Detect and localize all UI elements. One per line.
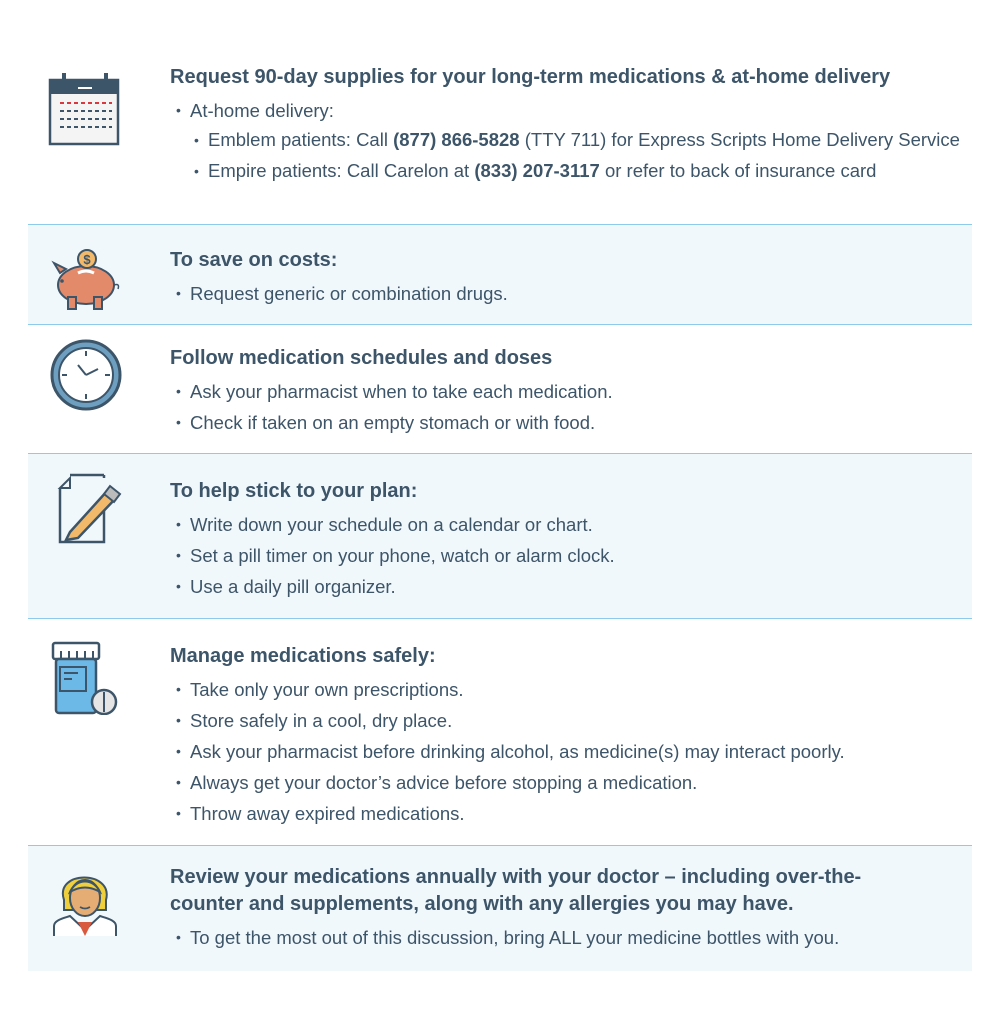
list-item-text: At-home delivery: (190, 100, 334, 121)
section-schedules: Follow medication schedules and doses As… (28, 324, 972, 453)
section-content: Follow medication schedules and doses As… (170, 345, 962, 438)
list-item: Check if taken on an empty stomach or wi… (170, 407, 962, 438)
clock-icon (50, 339, 122, 411)
doctor-icon (53, 876, 117, 936)
pencil-paper-icon (57, 473, 122, 544)
calendar-icon (48, 73, 120, 146)
section-90-day-supplies: Request 90-day supplies for your long-te… (28, 60, 972, 224)
piggy-bank-icon: $ (51, 249, 120, 310)
list-item-text: Write down your schedule on a calendar o… (190, 514, 593, 535)
section-stick-to-plan: To help stick to your plan: Write down y… (28, 453, 972, 619)
list-item-text: Throw away expired medications. (190, 803, 465, 824)
list-item-text: Store safely in a cool, dry place. (190, 710, 453, 731)
list-item-text: Emblem patients: Call (208, 129, 394, 150)
list-item: At-home delivery: (170, 95, 962, 126)
list-item-text: Ask your pharmacist before drinking alco… (190, 741, 845, 762)
section-content: Request 90-day supplies for your long-te… (170, 64, 962, 188)
section-content: To save on costs: Request generic or com… (170, 247, 962, 309)
section-content: Manage medications safely: Take only you… (170, 643, 962, 829)
list-item-text: (TTY 711) for Express Scripts Home Deliv… (519, 129, 960, 150)
phone-number: (833) 207-3117 (474, 160, 600, 181)
section-title: Review your medications annually with yo… (170, 866, 862, 915)
list-item-text: To get the most out of this discussion, … (190, 927, 840, 948)
section-content: Review your medications annually with yo… (170, 864, 962, 953)
section-save-costs: $ To save on costs: Request generic or c… (28, 224, 972, 325)
list-item: Emblem patients: Call (877) 866-5828 (TT… (188, 126, 962, 154)
section-annual-review: Review your medications annually with yo… (28, 845, 972, 971)
section-title: To save on costs: (170, 249, 338, 271)
section-title: Request 90-day supplies for your long-te… (170, 66, 891, 88)
list-item: To get the most out of this discussion, … (170, 922, 962, 953)
list-item-text: Set a pill timer on your phone, watch or… (190, 545, 615, 566)
list-item-text: Take only your own prescriptions. (190, 679, 464, 700)
list-item: Throw away expired medications. (170, 798, 962, 829)
section-manage-safely: Manage medications safely: Take only you… (28, 618, 972, 846)
list-item-text: or refer to back of insurance card (599, 160, 877, 181)
list-item-text: Always get your doctor’s advice before s… (190, 772, 698, 793)
section-title: Manage medications safely: (170, 645, 436, 667)
section-content: To help stick to your plan: Write down y… (170, 478, 962, 602)
list-item-text: Empire patients: Call Carelon at (208, 160, 475, 181)
list-item: Take only your own prescriptions. (170, 674, 962, 705)
pill-bottle-icon (51, 641, 118, 715)
list-item-text: Request generic or combination drugs. (190, 283, 508, 304)
list-item: Empire patients: Call Carelon at (833) 2… (188, 157, 962, 185)
list-item-text: Ask your pharmacist when to take each me… (190, 381, 613, 402)
list-item: Request generic or combination drugs. (170, 278, 962, 309)
list-item: Store safely in a cool, dry place. (170, 705, 962, 736)
list-item: Write down your schedule on a calendar o… (170, 509, 962, 540)
section-title: To help stick to your plan: (170, 480, 418, 502)
phone-number: (877) 866-5828 (393, 129, 520, 150)
list-item: Use a daily pill organizer. (170, 571, 962, 602)
section-title: Follow medication schedules and doses (170, 347, 553, 369)
list-item-text: Use a daily pill organizer. (190, 576, 396, 597)
list-item-text: Check if taken on an empty stomach or wi… (190, 412, 596, 433)
svg-text:$: $ (83, 252, 91, 267)
list-item: Always get your doctor’s advice before s… (170, 767, 962, 798)
list-item: Ask your pharmacist before drinking alco… (170, 736, 962, 767)
list-item: Set a pill timer on your phone, watch or… (170, 540, 962, 571)
list-item: Ask your pharmacist when to take each me… (170, 376, 962, 407)
